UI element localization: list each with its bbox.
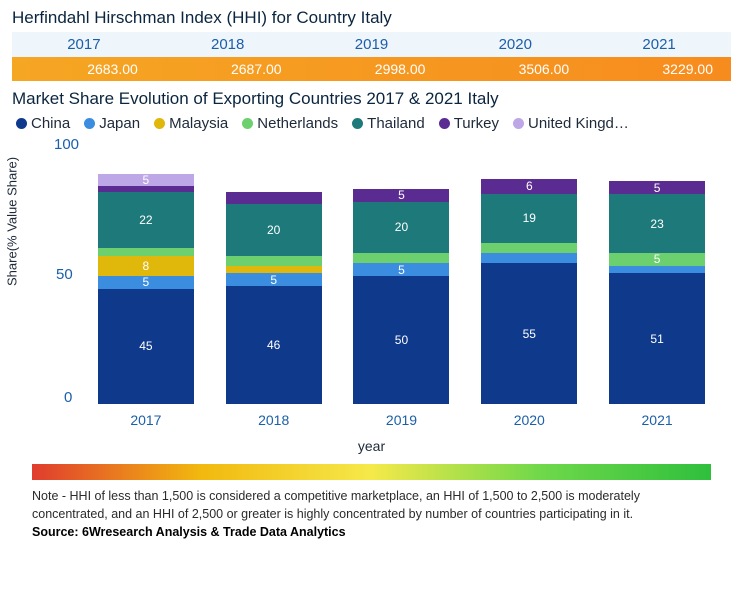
x-tick-label: 2019 [353, 412, 449, 428]
legend-label: Netherlands [257, 115, 338, 132]
legend-item: Turkey [439, 115, 499, 132]
hhi-year-row: 20172018201920202021 [12, 32, 731, 57]
bar-segment: 23 [609, 194, 705, 253]
bar-segment: 8 [98, 256, 194, 276]
x-tick-label: 2020 [481, 412, 577, 428]
hhi-value-cell: 2998.00 [300, 57, 444, 81]
legend-label: Malaysia [169, 115, 228, 132]
stacked-bar: 55 196 [481, 179, 577, 404]
plot-area: 45582254652050520555196515235 [82, 148, 721, 404]
y-tick-mid: 50 [56, 266, 73, 283]
hhi-value-cell: 2687.00 [156, 57, 300, 81]
legend-swatch [352, 118, 363, 129]
bar-segment: 50 [353, 276, 449, 404]
bar-segment: 5 [609, 253, 705, 266]
bar-segment [481, 253, 577, 263]
y-tick-min: 0 [64, 389, 72, 406]
bar-column: 51 5235 [609, 181, 705, 404]
chart-legend: China Japan Malaysia Netherlands Thailand Tur… [12, 115, 731, 132]
bar-segment: 5 [98, 276, 194, 289]
bar-segment: 5 [226, 273, 322, 286]
hhi-value-cell: 3506.00 [443, 57, 587, 81]
legend-item: China [16, 115, 70, 132]
bar-segment: 5 [98, 174, 194, 187]
bar-column: 465 20 [226, 192, 322, 404]
hhi-table: 20172018201920202021 2683.002687.002998.… [12, 32, 731, 81]
legend-label: United Kingd… [528, 115, 629, 132]
hhi-value-row: 2683.002687.002998.003506.003229.00 [12, 57, 731, 81]
hhi-value-cell: 3229.00 [587, 57, 731, 81]
legend-swatch [439, 118, 450, 129]
bar-segment [226, 256, 322, 266]
hhi-gradient-legend [32, 464, 711, 480]
bar-segment: 55 [481, 263, 577, 404]
bar-segment [98, 248, 194, 256]
bar-segment [609, 266, 705, 274]
stacked-bar: 4558225 [98, 174, 194, 404]
legend-item: Thailand [352, 115, 425, 132]
source-attribution: Source: 6Wresearch Analysis & Trade Data… [12, 523, 731, 539]
bar-segment: 19 [481, 194, 577, 243]
legend-swatch [16, 118, 27, 129]
bar-segment [226, 192, 322, 205]
x-ticks: 2017 2018 2019 2020 2021 [82, 412, 721, 428]
hhi-note: Note - HHI of less than 1,500 is conside… [12, 488, 731, 523]
legend-label: China [31, 115, 70, 132]
x-tick-label: 2018 [226, 412, 322, 428]
x-axis-label: year [12, 438, 731, 454]
legend-swatch [513, 118, 524, 129]
bar-segment: 45 [98, 289, 194, 404]
hhi-year-cell: 2019 [300, 32, 444, 57]
bar-segment: 20 [226, 204, 322, 255]
legend-item: Japan [84, 115, 140, 132]
hhi-year-cell: 2021 [587, 32, 731, 57]
legend-item: Malaysia [154, 115, 228, 132]
legend-item: United Kingd… [513, 115, 629, 132]
bar-segment: 46 [226, 286, 322, 404]
bar-column: 505205 [353, 189, 449, 404]
bar-segment: 5 [609, 181, 705, 194]
legend-label: Turkey [454, 115, 499, 132]
bar-segment: 22 [98, 192, 194, 248]
bar-segment: 51 [609, 273, 705, 404]
hhi-year-cell: 2020 [443, 32, 587, 57]
x-tick-label: 2021 [609, 412, 705, 428]
legend-label: Thailand [367, 115, 425, 132]
bar-segment: 20 [353, 202, 449, 253]
hhi-year-cell: 2018 [156, 32, 300, 57]
bar-segment: 6 [481, 179, 577, 194]
bar-column: 4558225 [98, 174, 194, 404]
stacked-bar: 51 5235 [609, 181, 705, 404]
legend-swatch [242, 118, 253, 129]
market-share-title: Market Share Evolution of Exporting Coun… [12, 89, 731, 109]
legend-swatch [154, 118, 165, 129]
y-axis-label: Share(% Value Share) [5, 157, 20, 286]
y-tick-max: 100 [54, 136, 79, 153]
bar-segment: 5 [353, 189, 449, 202]
bar-segment [481, 243, 577, 253]
hhi-value-cell: 2683.00 [12, 57, 156, 81]
bar-column: 55 196 [481, 179, 577, 404]
hhi-title: Herfindahl Hirschman Index (HHI) for Cou… [12, 8, 731, 28]
stacked-bar: 465 20 [226, 192, 322, 404]
legend-item: Netherlands [242, 115, 338, 132]
bar-segment: 5 [353, 263, 449, 276]
legend-swatch [84, 118, 95, 129]
stacked-bar-chart: Share(% Value Share) 100 50 0 4558225465… [12, 136, 731, 436]
x-tick-label: 2017 [98, 412, 194, 428]
stacked-bar: 505205 [353, 189, 449, 404]
hhi-year-cell: 2017 [12, 32, 156, 57]
legend-label: Japan [99, 115, 140, 132]
